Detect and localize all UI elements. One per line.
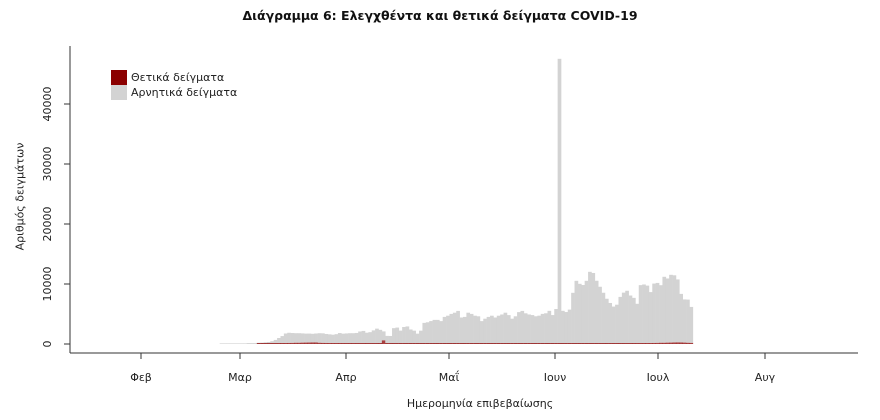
svg-text:0: 0 bbox=[41, 341, 54, 348]
svg-text:Φεβ: Φεβ bbox=[130, 371, 152, 384]
legend-label-positive: Θετικά δείγματα bbox=[131, 71, 225, 84]
legend-label-negative: Αρνητικά δείγματα bbox=[131, 86, 238, 99]
svg-text:Απρ: Απρ bbox=[335, 371, 356, 384]
svg-text:Μαρ: Μαρ bbox=[228, 371, 252, 384]
y-axis-label: Αριθμός δειγμάτων bbox=[13, 142, 27, 251]
negative-swatch-icon bbox=[111, 85, 127, 100]
svg-text:Μαΐ: Μαΐ bbox=[439, 370, 460, 384]
svg-text:Ιουν: Ιουν bbox=[544, 371, 566, 384]
chart-title: Διάγραμμα 6: Ελεγχθέντα και θετικά δείγμ… bbox=[242, 8, 638, 23]
bar-series bbox=[219, 58, 694, 344]
legend-item-positive: Θετικά δείγματα bbox=[111, 70, 237, 85]
svg-text:10000: 10000 bbox=[41, 267, 54, 302]
positive-swatch-icon bbox=[111, 70, 127, 85]
legend: Θετικά δείγματα Αρνητικά δείγματα bbox=[111, 70, 237, 100]
svg-text:20000: 20000 bbox=[41, 207, 54, 242]
x-axis-label: Ημερομηνία επιβεβαίωσης bbox=[406, 397, 554, 410]
svg-text:Αυγ: Αυγ bbox=[755, 371, 776, 384]
legend-item-negative: Αρνητικά δείγματα bbox=[111, 85, 237, 100]
svg-text:30000: 30000 bbox=[41, 147, 54, 182]
svg-text:40000: 40000 bbox=[41, 87, 54, 122]
svg-text:Ιουλ: Ιουλ bbox=[647, 371, 670, 384]
axes: 0 10000 20000 30000 40000 Φεβ Μαρ Απρ Μαΐ Ιουν Ιου… bbox=[41, 46, 858, 384]
